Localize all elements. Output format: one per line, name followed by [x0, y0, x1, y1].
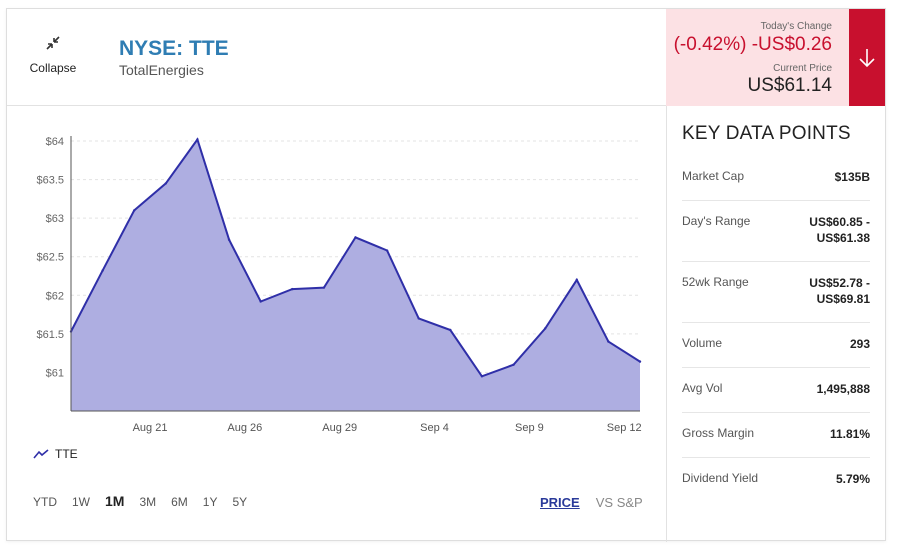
- price-data-point: [354, 236, 357, 239]
- key-data-title: KEY DATA POINTS: [682, 123, 851, 144]
- arrow-down-icon: [859, 48, 875, 67]
- key-data-value: 1,495,888: [816, 382, 870, 396]
- price-data-point: [259, 300, 262, 303]
- key-data-row-52wk-range: 52wk Range US$52.78 - US$69.81: [682, 262, 870, 323]
- range-ytd-button[interactable]: YTD: [33, 495, 57, 509]
- key-data-value: US$52.78 - US$69.81: [809, 276, 870, 306]
- legend-series-name: TTE: [55, 447, 78, 461]
- chart-legend: TTE: [33, 447, 78, 461]
- chart-view-selector: PRICE VS S&P: [540, 495, 643, 510]
- x-tick-label: Aug 21: [133, 422, 168, 434]
- x-tick-label: Sep 4: [420, 422, 449, 434]
- x-tick-label: Aug 26: [227, 422, 262, 434]
- y-tick-label: $63.5: [36, 175, 64, 187]
- key-data-label: Day's Range: [682, 214, 751, 228]
- key-data-label: Volume: [682, 336, 723, 350]
- key-data-label: 52wk Range: [682, 275, 749, 289]
- key-data-value: US$60.85 - US$61.38: [809, 215, 870, 245]
- key-data-row-market-cap: Market Cap $135B: [682, 156, 870, 201]
- price-data-point: [164, 182, 168, 185]
- current-price-label: Current Price: [773, 63, 832, 74]
- price-data-point: [101, 269, 104, 272]
- key-data-value: 293: [849, 337, 870, 351]
- price-data-point: [638, 360, 642, 363]
- key-data-label: Gross Margin: [682, 426, 755, 440]
- key-data-panel: KEY DATA POINTS Market Cap $135B Day's R…: [666, 106, 887, 542]
- key-data-label: Avg Vol: [682, 381, 723, 395]
- key-data-row-gross-margin: Gross Margin 11.81%: [682, 413, 870, 458]
- key-data-label: Market Cap: [682, 169, 745, 183]
- key-data-value: $135B: [834, 170, 870, 184]
- price-data-point: [133, 209, 136, 212]
- line-series-icon: [33, 449, 49, 459]
- range-1w-button[interactable]: 1W: [72, 495, 90, 509]
- range-6m-button[interactable]: 6M: [171, 495, 188, 509]
- ticker-symbol[interactable]: NYSE: TTE: [119, 37, 229, 60]
- y-tick-label: $61.5: [36, 329, 64, 341]
- price-chart: $61 $61.5 $62 $62.5 $63 $63.5 $64 Aug 21 Aug 26 A…: [7, 106, 666, 446]
- key-data-row-volume: Volume 293: [682, 323, 870, 368]
- y-tick-label: $63: [46, 213, 64, 225]
- view-price-button[interactable]: PRICE: [540, 495, 580, 510]
- key-data-value: 11.81%: [829, 427, 870, 441]
- key-data-label: Dividend Yield: [682, 471, 759, 485]
- todays-change-panel: Today's Change (-0.42%) -US$0.26 Current…: [666, 9, 849, 106]
- current-price-value: US$61.14: [747, 75, 832, 96]
- price-data-point: [385, 249, 389, 252]
- price-data-point: [480, 375, 484, 378]
- x-tick-label: Aug 29: [322, 422, 357, 434]
- price-data-point: [291, 287, 294, 291]
- price-data-point: [417, 317, 420, 320]
- view-vs-sp-button[interactable]: VS S&P: [595, 495, 643, 510]
- x-tick-label: Sep 12: [607, 422, 642, 434]
- key-data-value: 5.79%: [835, 472, 870, 486]
- range-5y-button[interactable]: 5Y: [232, 495, 248, 509]
- y-tick-label: $62: [46, 290, 64, 302]
- key-data-row-days-range: Day's Range US$60.85 - US$61.38: [682, 201, 870, 262]
- change-value: (-0.42%) -US$0.26: [673, 34, 832, 55]
- collapse-arrows-icon: [46, 36, 60, 50]
- collapse-label: Collapse: [29, 61, 77, 75]
- stock-quote-card: Collapse NYSE: TTE TotalEnergies Today's…: [6, 8, 887, 542]
- price-data-point: [575, 278, 578, 282]
- range-3m-button[interactable]: 3M: [139, 495, 157, 509]
- y-tick-label: $64: [46, 136, 64, 148]
- price-chart-svg: $61 $61.5 $62 $62.5 $63 $63.5 $64 Aug 21 Aug 26 A…: [36, 136, 642, 434]
- x-tick-label: Sep 9: [515, 422, 544, 434]
- price-data-point: [449, 328, 452, 332]
- key-data-row-avg-vol: Avg Vol 1,495,888: [682, 368, 870, 413]
- time-range-selector: YTD 1W 1M 3M 6M 1Y 5Y: [33, 493, 262, 509]
- price-data-point: [322, 286, 326, 289]
- price-data-point: [227, 238, 231, 241]
- price-data-point: [196, 138, 199, 141]
- y-tick-label: $62.5: [36, 252, 64, 264]
- price-data-point: [512, 363, 515, 366]
- y-tick-label: $61: [46, 367, 64, 379]
- collapse-button[interactable]: Collapse: [21, 35, 85, 77]
- price-data-point: [607, 340, 610, 343]
- range-1m-button[interactable]: 1M: [105, 493, 125, 509]
- price-area: [71, 139, 640, 411]
- change-label: Today's Change: [760, 21, 832, 32]
- price-data-point: [543, 327, 547, 330]
- range-1y-button[interactable]: 1Y: [202, 495, 218, 509]
- company-name: TotalEnergies: [119, 62, 204, 78]
- key-data-row-dividend-yield: Dividend Yield 5.79%: [682, 458, 870, 503]
- quote-header: Collapse NYSE: TTE TotalEnergies: [7, 9, 666, 106]
- key-data-list: Market Cap $135B Day's Range US$60.85 - …: [682, 156, 870, 503]
- trend-indicator: [849, 9, 885, 106]
